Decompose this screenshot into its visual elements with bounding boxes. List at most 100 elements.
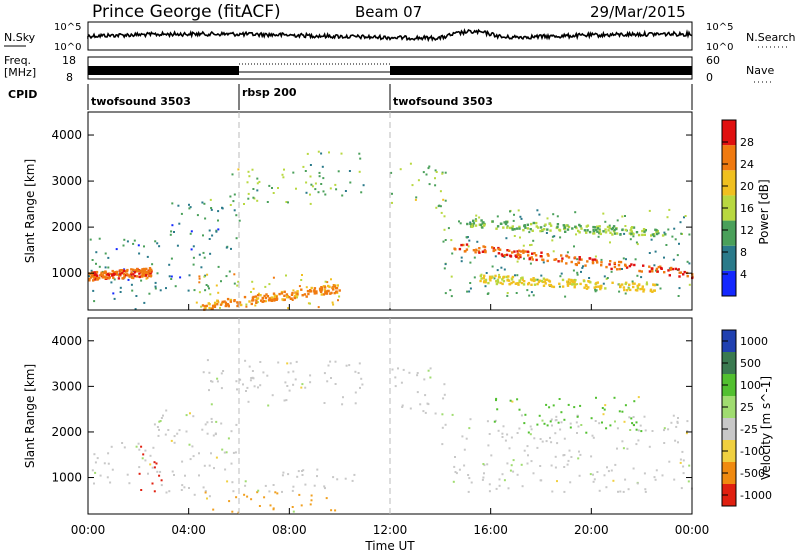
- velocity-cell: [158, 474, 161, 477]
- power-cell: [483, 223, 486, 227]
- power-cell: [472, 219, 475, 222]
- power-cell: [532, 277, 535, 280]
- power-cell: [673, 227, 676, 230]
- power-cell: [530, 283, 533, 286]
- power-cell: [179, 276, 182, 279]
- power-cell: [232, 200, 235, 203]
- power-cell: [579, 282, 582, 286]
- power-cell: [567, 256, 571, 259]
- power-cell: [615, 227, 618, 231]
- power-cell: [520, 281, 524, 285]
- velocity-cell: [468, 477, 471, 480]
- power-cell: [538, 279, 541, 282]
- power-cell: [251, 280, 254, 283]
- velocity-cell: [461, 435, 464, 438]
- velocity-cell: [171, 470, 174, 473]
- velocity-cell: [110, 445, 113, 448]
- velocity-cell: [419, 403, 422, 406]
- power-cell: [209, 198, 212, 201]
- cpid-divider-lines: [238, 112, 391, 514]
- power-cell: [245, 303, 248, 306]
- velocity-cell: [523, 422, 526, 425]
- power-cell: [576, 271, 579, 274]
- power-cell: [505, 253, 509, 257]
- power-cell: [496, 269, 499, 272]
- velocity-cell: [152, 446, 155, 449]
- power-cell: [630, 230, 633, 233]
- velocity-cell: [594, 420, 597, 422]
- power-cell: [491, 220, 494, 223]
- power-cell: [571, 227, 574, 230]
- velocity-cell: [416, 372, 419, 374]
- power-cell: [328, 285, 331, 289]
- velocity-cell: [502, 425, 505, 428]
- power-cell: [515, 227, 519, 230]
- power-cell: [296, 296, 298, 299]
- power-cell: [277, 187, 279, 189]
- velocity-colorbar-swatch: [722, 396, 736, 418]
- velocity-cell: [225, 451, 228, 454]
- power-cell: [645, 283, 649, 286]
- velocity-cell: [334, 360, 337, 363]
- velocity-cell: [468, 427, 471, 430]
- velocity-cell: [601, 421, 603, 424]
- velocity-cell: [644, 490, 647, 493]
- power-cell: [227, 305, 230, 308]
- power-cell: [156, 242, 159, 245]
- power-cell: [258, 180, 261, 183]
- power-cell: [305, 286, 308, 289]
- power-cell: [472, 249, 476, 252]
- power-cell: [494, 255, 497, 258]
- power-cell: [251, 168, 254, 171]
- power-cell: [509, 254, 512, 257]
- power-cell: [522, 229, 525, 232]
- velocity-cell: [204, 491, 207, 494]
- power-cell: [688, 262, 691, 265]
- power-cell: [553, 235, 556, 238]
- velocity-cell: [309, 381, 312, 384]
- velocity-cell: [569, 481, 572, 484]
- power-colorbar-swatch: [722, 220, 736, 246]
- velocity-cell: [451, 413, 454, 416]
- power-cell: [192, 245, 195, 248]
- power-cell: [142, 272, 145, 276]
- power-cell: [190, 248, 193, 251]
- velocity-cell: [224, 468, 227, 471]
- power-cell: [92, 274, 95, 277]
- power-cell: [660, 266, 663, 270]
- power-cell: [104, 252, 107, 255]
- power-cell: [595, 281, 598, 285]
- velocity-cell: [589, 473, 592, 476]
- power-cell: [578, 258, 581, 261]
- power-cell: [104, 276, 108, 279]
- velocity-cell: [454, 456, 456, 458]
- power-cell: [504, 222, 508, 226]
- power-cell: [638, 283, 641, 286]
- power-cell: [295, 187, 297, 190]
- velocity-cell: [210, 403, 213, 406]
- power-ytick-label: 2000: [51, 220, 82, 234]
- power-cell: [478, 251, 481, 254]
- velocity-cell: [354, 402, 357, 405]
- power-cell: [596, 261, 599, 264]
- velocity-cell: [520, 463, 523, 466]
- power-cell: [542, 258, 545, 262]
- power-cell: [189, 232, 192, 235]
- velocity-cell: [549, 436, 551, 439]
- velocity-cell: [249, 379, 252, 382]
- velocity-cell: [334, 383, 337, 385]
- velocity-cell: [96, 457, 99, 460]
- power-cell: [94, 271, 97, 274]
- power-cell: [444, 171, 447, 174]
- velocity-cell: [510, 464, 513, 467]
- velocity-cell: [242, 383, 244, 386]
- power-cell: [521, 278, 524, 281]
- power-cell: [600, 264, 603, 267]
- power-cell: [617, 264, 621, 267]
- nave-label: Nave: [746, 64, 774, 77]
- power-cell: [536, 282, 539, 286]
- velocity-cell: [541, 440, 544, 443]
- velocity-cell: [300, 504, 303, 507]
- power-cell: [619, 285, 622, 289]
